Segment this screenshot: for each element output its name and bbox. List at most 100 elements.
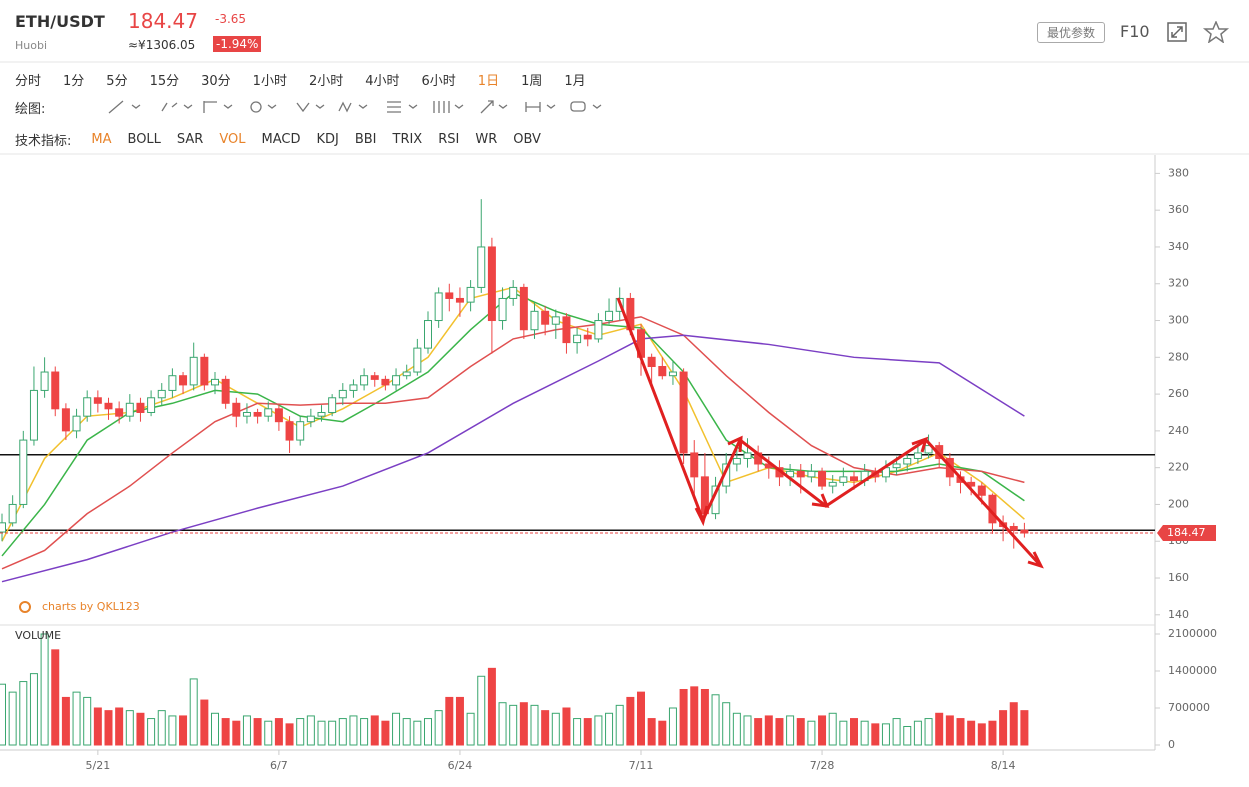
y-tick-label: 160	[1168, 571, 1189, 584]
y-tick-label: 700000	[1168, 701, 1210, 714]
volume-bar	[274, 718, 283, 746]
volume-bar	[317, 720, 326, 746]
volume-bar	[83, 696, 92, 746]
volume-bar	[445, 696, 454, 746]
candle-body	[51, 371, 60, 410]
volume-bar	[807, 720, 816, 746]
volume-bar	[754, 718, 763, 746]
indicator-tab[interactable]: MA	[91, 131, 112, 147]
volume-bar	[583, 718, 592, 746]
interval-tab[interactable]: 1日	[477, 73, 500, 89]
indicator-tab[interactable]: BOLL	[127, 131, 161, 147]
fullscreen-icon[interactable]	[1167, 22, 1187, 42]
indicator-tab[interactable]: TRIX	[392, 131, 423, 147]
candle-body	[232, 402, 241, 417]
candle-body	[189, 356, 198, 386]
candle-body	[455, 297, 464, 303]
candle-body	[179, 375, 188, 386]
candle-body	[242, 411, 251, 417]
candle-body	[690, 452, 699, 478]
candle-body	[924, 445, 933, 454]
change-pct: -1.94%	[213, 36, 262, 52]
x-tick-label: 7/11	[629, 759, 654, 772]
indicator-tab[interactable]: VOL	[219, 131, 246, 147]
volume-bar	[19, 681, 28, 746]
interval-tab[interactable]: 2小时	[308, 73, 344, 89]
candle-body	[83, 397, 92, 417]
volume-bar	[722, 702, 731, 746]
volume-bar	[700, 688, 709, 746]
drawing-tools[interactable]	[57, 99, 617, 115]
indicator-tab[interactable]: RSI	[438, 131, 460, 147]
volume-bar	[924, 718, 933, 746]
volume-bar	[424, 718, 432, 746]
volume-bar	[455, 696, 464, 746]
volume-bar	[626, 696, 635, 746]
y-tick-label: 340	[1168, 240, 1189, 253]
interval-tab[interactable]: 4小时	[365, 73, 400, 89]
candle-body	[328, 397, 337, 413]
indicator-tab[interactable]: KDJ	[316, 131, 339, 147]
volume-bar	[1009, 702, 1018, 746]
candle-body	[306, 415, 315, 423]
indicator-label: 技术指标:	[15, 133, 72, 149]
f10-button[interactable]: F10	[1120, 22, 1150, 41]
candle-body	[264, 408, 273, 417]
star-icon[interactable]	[1202, 21, 1230, 43]
indicator-tab[interactable]: BBI	[354, 131, 377, 147]
volume-bar	[157, 710, 166, 746]
candle-body	[903, 457, 912, 465]
candle-body	[157, 389, 166, 399]
volume-bar	[668, 707, 677, 746]
interval-tab[interactable]: 5分	[106, 73, 128, 89]
indicator-tab[interactable]: OBV	[513, 131, 541, 147]
price: 184.47	[128, 9, 198, 33]
volume-bar	[871, 723, 880, 746]
y-tick-label: 240	[1168, 424, 1189, 437]
candle-body	[296, 421, 305, 441]
drawing-bar: 绘图:	[15, 98, 617, 117]
volume-bar	[487, 667, 496, 746]
indicator-tab[interactable]: MACD	[261, 131, 301, 147]
param-button[interactable]: 最优参数	[1037, 22, 1106, 43]
interval-tab[interactable]: 1分	[63, 73, 85, 89]
y-tick-label: 140	[1168, 608, 1189, 621]
candle-body	[605, 310, 614, 322]
candle-body	[668, 371, 677, 377]
candle-body	[850, 476, 858, 482]
candle-body	[72, 415, 81, 432]
interval-tab[interactable]: 分时	[15, 73, 42, 89]
candle-body	[274, 408, 283, 423]
indicator-tab[interactable]: SAR	[176, 131, 204, 147]
arrow-path	[616, 297, 1042, 567]
candle-body	[551, 316, 560, 325]
volume-bar	[764, 715, 773, 746]
volume-bar	[93, 707, 102, 746]
volume-bar	[573, 718, 582, 746]
volume-bar	[306, 715, 315, 746]
interval-tab[interactable]: 30分	[201, 73, 231, 89]
candle-body	[913, 452, 922, 459]
interval-tab[interactable]: 1周	[521, 73, 543, 89]
volume-bar	[168, 715, 177, 746]
volume-bar	[104, 710, 113, 746]
interval-tab[interactable]: 1小时	[252, 73, 287, 89]
interval-tab[interactable]: 6小时	[421, 73, 456, 89]
volume-bar	[551, 712, 560, 746]
candle-body	[807, 470, 816, 478]
volume-bar	[338, 718, 347, 746]
volume-title: VOLUME	[15, 629, 61, 642]
header-icons	[1167, 21, 1230, 43]
candle-body	[498, 297, 507, 322]
volume-bar	[189, 678, 198, 746]
volume-bar	[743, 715, 752, 746]
indicator-tab[interactable]: WR	[475, 131, 498, 147]
interval-tab[interactable]: 15分	[149, 73, 180, 89]
volume-bar	[296, 718, 305, 746]
volume-bar	[232, 720, 241, 746]
candle-body	[583, 334, 592, 340]
volume-bar	[360, 718, 369, 746]
volume-bar	[264, 720, 273, 746]
interval-tab[interactable]: 1月	[564, 73, 586, 89]
